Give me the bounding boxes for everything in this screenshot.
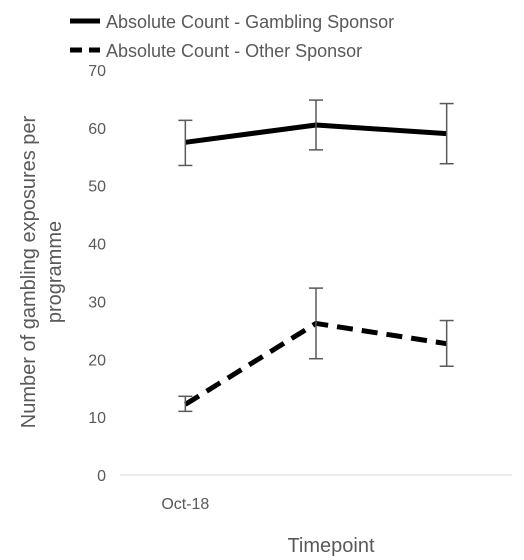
y-tick-label: 0 (97, 468, 106, 485)
x-tick-label: Oct-18 (161, 496, 209, 513)
y-tick-label: 40 (88, 237, 106, 254)
legend: Absolute Count - Gambling Sponsor Absolu… (70, 12, 394, 61)
series-gambling-sponsor (178, 99, 454, 167)
error-bar (439, 319, 454, 367)
x-axis-title: Timepoint (287, 535, 375, 557)
y-tick-label: 20 (88, 352, 106, 369)
y-tick-label: 10 (88, 410, 106, 427)
y-tick-label: 50 (88, 179, 106, 196)
y-axis-ticks: 0 10 20 30 40 50 60 70 (88, 63, 106, 485)
legend-label-gambling-sponsor: Absolute Count - Gambling Sponsor (106, 12, 394, 32)
series-layer (178, 99, 454, 413)
y-tick-label: 70 (88, 63, 106, 80)
y-tick-label: 30 (88, 294, 106, 311)
x-axis-ticks: Oct-18 (161, 496, 209, 513)
y-tick-label: 60 (88, 121, 106, 138)
legend-label-other-sponsor: Absolute Count - Other Sponsor (106, 41, 362, 61)
series-other-sponsor (178, 287, 454, 413)
y-axis-title: Number of gambling exposures per programm… (18, 115, 66, 428)
error-bar (178, 119, 193, 167)
error-bar (178, 395, 193, 413)
